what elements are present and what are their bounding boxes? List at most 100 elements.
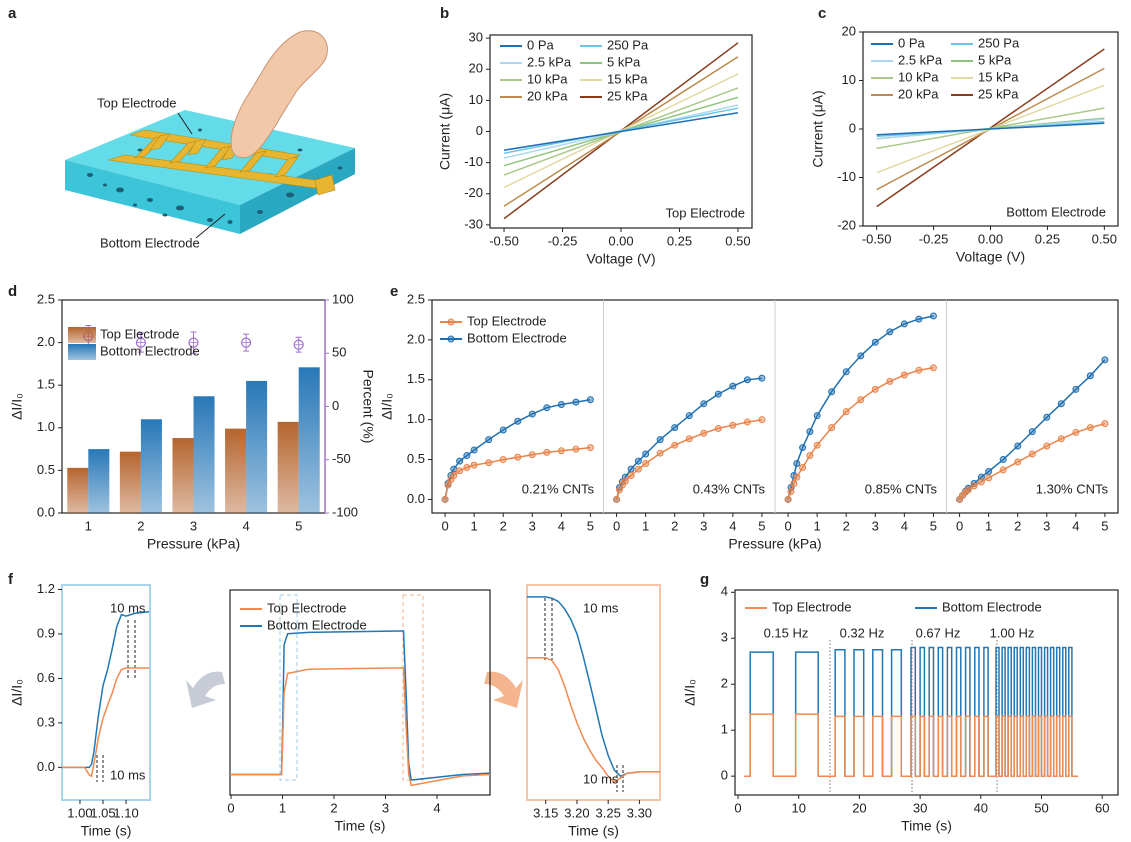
bar bbox=[246, 380, 268, 513]
y-tick-label: -20 bbox=[464, 185, 483, 200]
data-point bbox=[485, 436, 493, 444]
bar bbox=[277, 421, 299, 513]
data-point bbox=[964, 486, 972, 494]
bar bbox=[172, 438, 194, 513]
legend-marker bbox=[447, 318, 455, 326]
annotation: Bottom Electrode bbox=[1006, 204, 1106, 219]
y2-point-cross bbox=[241, 338, 251, 348]
data-point bbox=[758, 374, 766, 382]
x-tick-label: 20 bbox=[852, 800, 866, 815]
y-tick-label: 1 bbox=[721, 722, 728, 737]
data-line bbox=[615, 377, 762, 500]
x-tick-label: 0.25 bbox=[667, 233, 692, 248]
x-tick-label: 1.00 bbox=[67, 805, 92, 820]
x-tick-label: 2 bbox=[137, 518, 144, 533]
data-line bbox=[744, 713, 1078, 777]
plot-frame bbox=[734, 589, 1119, 796]
data-point bbox=[613, 495, 621, 503]
plot-frame bbox=[61, 584, 151, 801]
bar bbox=[67, 467, 89, 513]
data-point bbox=[758, 416, 766, 424]
data-point bbox=[463, 452, 471, 460]
annotation: 10 ms bbox=[583, 600, 619, 615]
y2-tick-label: -50 bbox=[332, 451, 351, 466]
x-tick-label: 3.15 bbox=[533, 805, 558, 820]
y2-point-cross bbox=[189, 338, 198, 348]
data-point bbox=[806, 452, 814, 460]
legend-label: 25 kPa bbox=[607, 88, 648, 103]
data-point bbox=[514, 453, 522, 461]
data-point bbox=[456, 457, 464, 465]
data-point bbox=[793, 460, 801, 468]
data-line bbox=[787, 367, 934, 500]
panel-label: e bbox=[390, 283, 398, 300]
data-point bbox=[528, 451, 536, 459]
data-point bbox=[627, 472, 635, 480]
y-tick-label: 2.5 bbox=[37, 291, 55, 306]
data-line bbox=[61, 610, 150, 769]
legend-label: 250 Pa bbox=[607, 37, 649, 52]
data-point bbox=[729, 421, 737, 429]
bar bbox=[193, 396, 215, 513]
bar bbox=[88, 449, 110, 513]
x-tick-label: 5 bbox=[930, 518, 937, 533]
y-tick-label: -30 bbox=[464, 216, 483, 231]
data-line bbox=[61, 667, 150, 778]
x-axis-label: Time (s) bbox=[568, 823, 619, 839]
legend-swatch bbox=[68, 327, 96, 343]
legend-label: 0 Pa bbox=[527, 37, 555, 52]
y-axis-label: Current (μA) bbox=[810, 90, 826, 167]
bottom-label-leader bbox=[195, 213, 226, 239]
y2-tick-label: -100 bbox=[332, 504, 358, 519]
data-point bbox=[450, 465, 458, 473]
x-tick-label: 0 bbox=[956, 518, 963, 533]
y-tick-label: 0.5 bbox=[407, 451, 425, 466]
y-tick-label: 2.0 bbox=[37, 334, 55, 349]
data-point bbox=[929, 312, 937, 320]
data-point bbox=[1072, 428, 1080, 436]
panel-label: f bbox=[8, 571, 14, 588]
legend-label: Top Electrode bbox=[772, 599, 852, 614]
data-point bbox=[793, 473, 801, 481]
y-tick-label: 1.0 bbox=[37, 419, 55, 434]
x-tick-label: 2 bbox=[1014, 518, 1021, 533]
data-point bbox=[470, 461, 478, 469]
y-tick-label: 0 bbox=[721, 768, 728, 783]
x-tick-label: 4 bbox=[558, 518, 565, 533]
x-tick-label: -0.25 bbox=[548, 233, 578, 248]
bar bbox=[225, 428, 247, 513]
x-tick-label: -0.50 bbox=[489, 233, 519, 248]
plot-frame bbox=[526, 584, 661, 801]
x-axis-label: Pressure (kPa) bbox=[147, 536, 240, 552]
bottom-electrode-label: Bottom Electrode bbox=[100, 235, 200, 250]
x-tick-label: 2 bbox=[671, 518, 678, 533]
x-tick-label: 3 bbox=[382, 800, 389, 815]
data-line bbox=[527, 656, 660, 784]
bar bbox=[140, 419, 162, 513]
legend-label: 5 kPa bbox=[607, 54, 641, 69]
top-label-leader bbox=[177, 112, 193, 135]
legend-label: 15 kPa bbox=[607, 71, 648, 86]
x-tick-label: 0.50 bbox=[1092, 231, 1117, 246]
legend-marker bbox=[447, 335, 455, 343]
data-point bbox=[1101, 420, 1109, 428]
legend-label: Bottom Electrode bbox=[100, 343, 200, 358]
legend-label: 2.5 kPa bbox=[898, 52, 943, 67]
x-tick-label: 3 bbox=[529, 518, 536, 533]
panel-label: c bbox=[818, 5, 826, 22]
data-point bbox=[528, 410, 536, 418]
x-tick-label: 4 bbox=[901, 518, 908, 533]
x-tick-label: 0.50 bbox=[725, 233, 750, 248]
x-tick-label: 50 bbox=[1034, 800, 1048, 815]
x-axis-label: Voltage (V) bbox=[586, 251, 655, 267]
x-tick-label: 0.00 bbox=[608, 233, 633, 248]
legend-label: 10 kPa bbox=[527, 71, 568, 86]
y-axis-label: ΔI/I₀ bbox=[9, 393, 25, 420]
data-point bbox=[842, 408, 850, 416]
data-point bbox=[985, 474, 993, 482]
legend-label: 250 Pa bbox=[978, 35, 1020, 50]
annotation: 0.43% CNTs bbox=[693, 481, 766, 496]
data-point bbox=[543, 404, 551, 412]
data-point bbox=[627, 465, 635, 473]
